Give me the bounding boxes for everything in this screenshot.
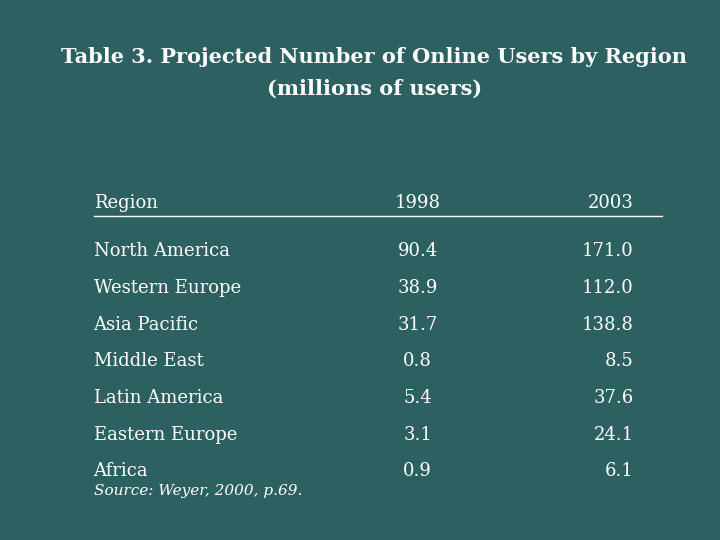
Text: 37.6: 37.6 <box>593 389 634 407</box>
Text: 24.1: 24.1 <box>593 426 634 444</box>
Text: Middle East: Middle East <box>94 352 203 370</box>
Text: Eastern Europe: Eastern Europe <box>94 426 237 444</box>
Text: 3.1: 3.1 <box>403 426 432 444</box>
Text: Table 3. Projected Number of Online Users by Region: Table 3. Projected Number of Online User… <box>61 46 688 67</box>
Text: 6.1: 6.1 <box>605 462 634 481</box>
Text: 8.5: 8.5 <box>605 352 634 370</box>
Text: North America: North America <box>94 242 230 260</box>
Text: 0.8: 0.8 <box>403 352 432 370</box>
Text: 1998: 1998 <box>395 193 441 212</box>
Text: 171.0: 171.0 <box>582 242 634 260</box>
Text: Western Europe: Western Europe <box>94 279 240 297</box>
Text: 0.9: 0.9 <box>403 462 432 481</box>
Text: Africa: Africa <box>94 462 148 481</box>
Text: 138.8: 138.8 <box>582 315 634 334</box>
Text: 112.0: 112.0 <box>582 279 634 297</box>
Text: Latin America: Latin America <box>94 389 223 407</box>
Text: 5.4: 5.4 <box>403 389 432 407</box>
Text: 31.7: 31.7 <box>397 315 438 334</box>
Text: Source: Weyer, 2000, p.69.: Source: Weyer, 2000, p.69. <box>94 484 302 498</box>
Text: 38.9: 38.9 <box>397 279 438 297</box>
Text: Asia Pacific: Asia Pacific <box>94 315 199 334</box>
Text: (millions of users): (millions of users) <box>267 79 482 99</box>
Text: 90.4: 90.4 <box>397 242 438 260</box>
Text: Region: Region <box>94 193 158 212</box>
Text: 2003: 2003 <box>588 193 634 212</box>
